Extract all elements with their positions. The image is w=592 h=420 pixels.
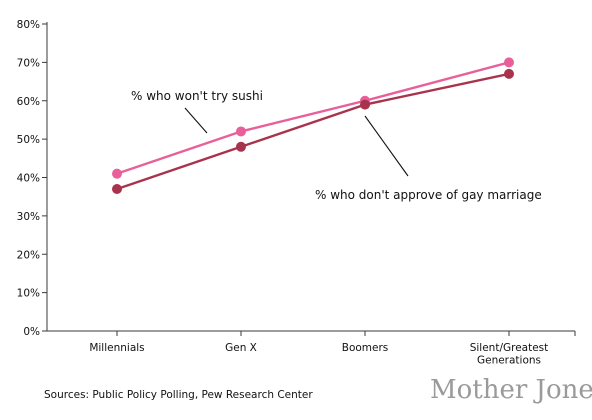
sushi-callout-line	[184, 107, 208, 134]
x-tick-label-line: Boomers	[342, 342, 389, 354]
y-tick-label: 40%	[17, 173, 40, 185]
x-tick-label: Boomers	[342, 342, 389, 354]
sushi-series-point	[504, 57, 514, 68]
source-note: Sources: Public Policy Polling, Pew Rese…	[44, 389, 313, 401]
sushi-series-line	[116, 61, 510, 175]
sushi-series-label: % who won't try sushi	[131, 89, 263, 103]
sushi-series-point	[112, 168, 122, 179]
y-tick-label: 20%	[17, 249, 40, 261]
brand-logo: Mother Jones	[430, 375, 592, 405]
x-tick-label: Millennials	[89, 342, 144, 354]
x-tick-label-line: Silent/Greatest	[470, 342, 549, 354]
y-tick-label: 50%	[17, 134, 40, 146]
y-tick-label: 70%	[17, 57, 40, 69]
marriage-series-line	[116, 72, 510, 191]
marriage-callout-line	[364, 115, 409, 177]
marriage-series-point	[360, 99, 370, 110]
x-tick-label: Silent/Greatest Generations	[470, 342, 549, 367]
y-tick-label: 10%	[17, 288, 40, 300]
y-tick-label: 80%	[17, 19, 40, 31]
x-tick-label-line: Millennials	[89, 342, 144, 354]
marriage-series-label: % who don't approve of gay marriage	[315, 188, 542, 202]
marriage-series-point	[112, 184, 122, 195]
y-tick-label: 60%	[17, 96, 40, 108]
x-tick-label-line: Gen X	[225, 342, 257, 354]
y-tick-label: 0%	[23, 326, 40, 338]
sushi-series-point	[236, 126, 246, 137]
y-tick-label: 30%	[17, 211, 40, 223]
x-tick-label: Gen X	[225, 342, 257, 354]
x-tick-label-line: Generations	[477, 355, 541, 367]
marriage-series-point	[236, 141, 246, 152]
marriage-series-point	[504, 68, 514, 79]
